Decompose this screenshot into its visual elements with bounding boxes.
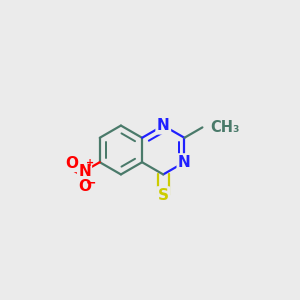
Text: −: −	[86, 177, 96, 190]
Text: N: N	[178, 155, 191, 170]
Text: S: S	[158, 188, 169, 203]
Text: N: N	[78, 164, 91, 178]
Text: CH₃: CH₃	[210, 120, 239, 135]
Text: +: +	[86, 158, 94, 168]
Text: O: O	[78, 179, 91, 194]
Text: N: N	[157, 118, 169, 133]
Text: O: O	[65, 156, 78, 171]
